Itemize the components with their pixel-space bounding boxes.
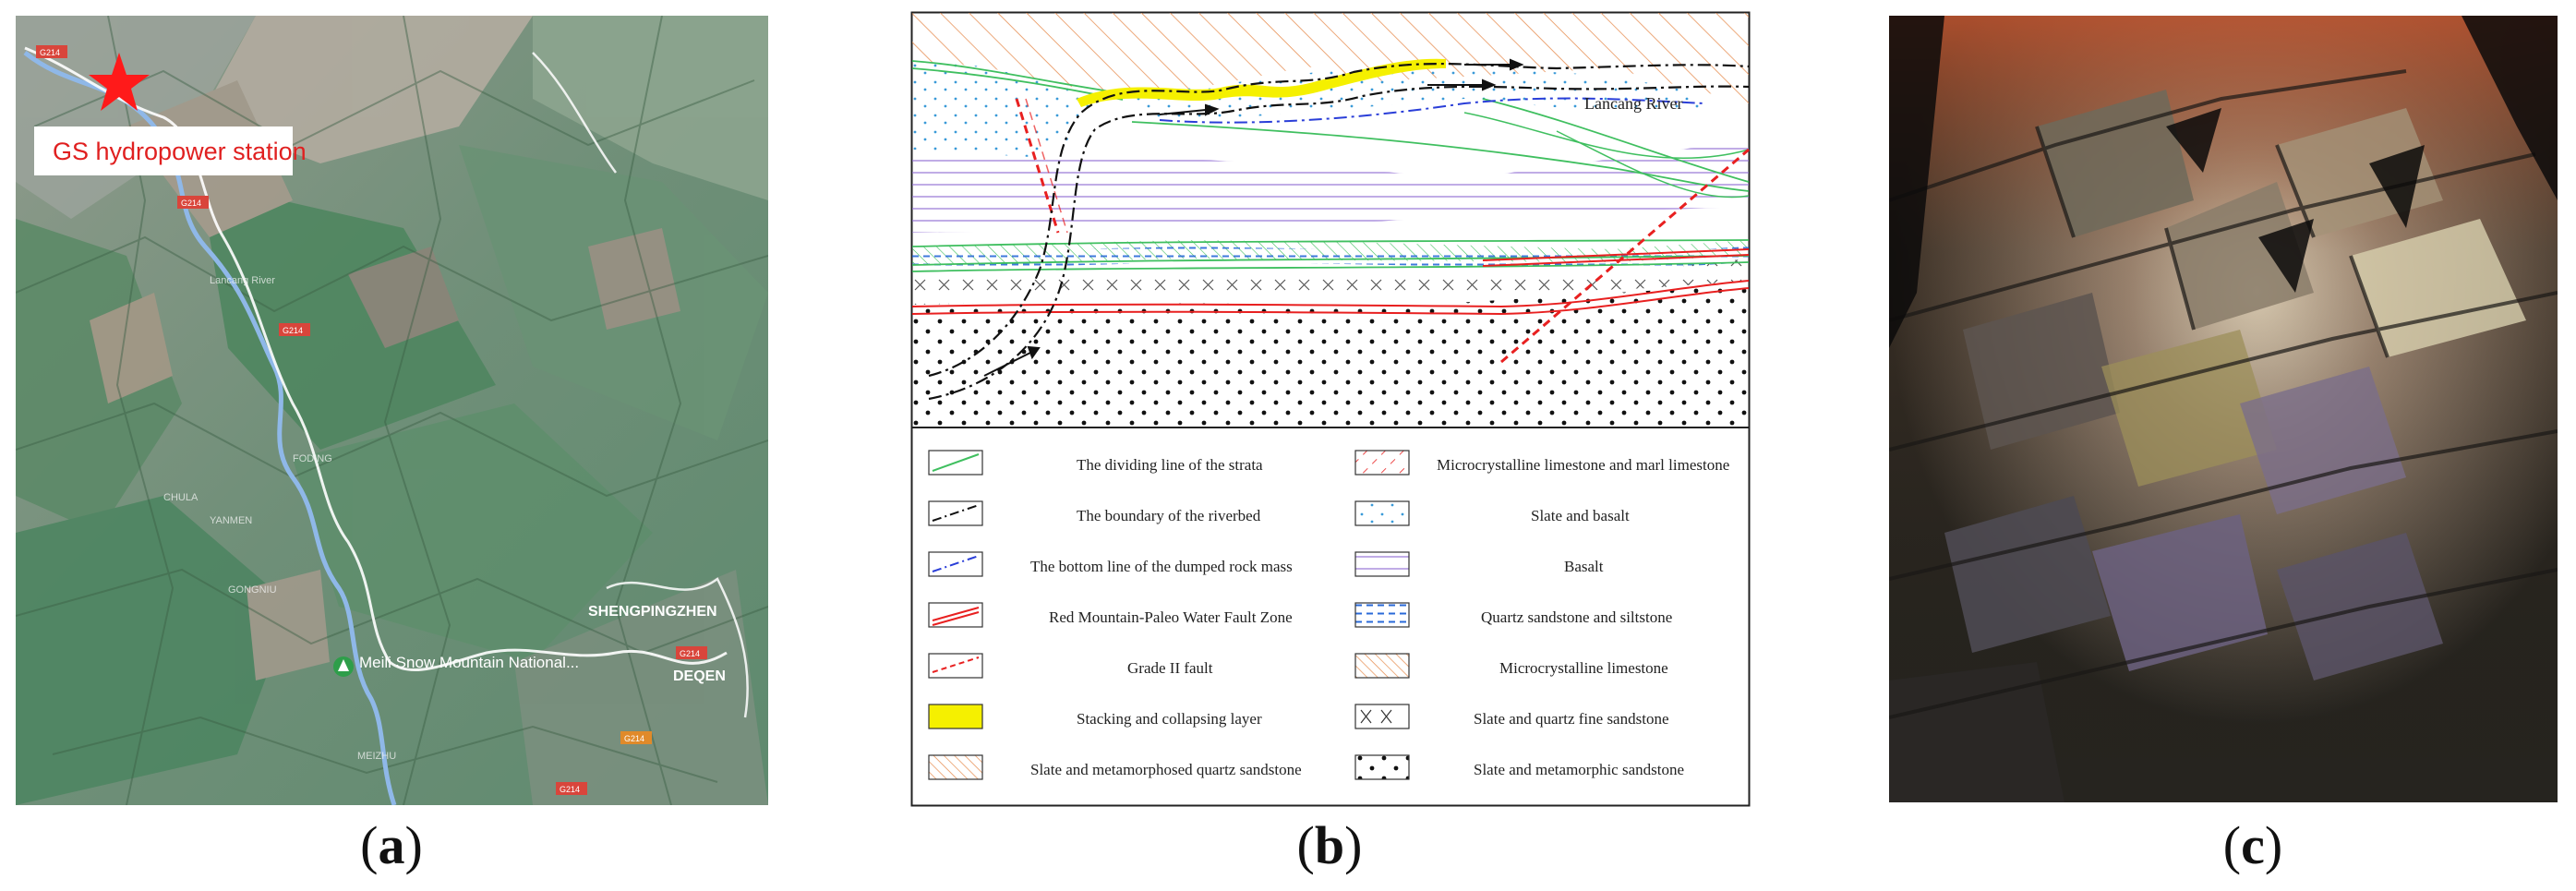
station-label-box	[34, 126, 293, 175]
park-marker: Meili Snow Mountain National...	[333, 654, 579, 677]
legend-swatch-yellow-fill	[928, 704, 983, 729]
legend-label: Stacking and collapsing layer	[1077, 710, 1262, 728]
legend-label: Slate and metamorphic sandstone	[1474, 761, 1684, 778]
legend-label: Grade II fault	[1127, 659, 1213, 677]
panel-a-map: G214 G214 G214 G214 G214 G214 Lancang Ri…	[15, 15, 769, 806]
svg-text:G214: G214	[283, 326, 303, 335]
legend-label: Slate and basalt	[1531, 507, 1630, 524]
caption-a: (a)	[360, 815, 423, 875]
svg-text:Lancang River: Lancang River	[210, 275, 275, 286]
svg-text:FODING: FODING	[293, 453, 332, 464]
svg-text:G214: G214	[560, 785, 580, 794]
river-label: Lancang River	[1584, 94, 1682, 113]
terrain-ridges	[16, 16, 768, 805]
legend-swatch-orange-hatch	[928, 754, 983, 780]
legend-swatch-red-dash-hatch	[1354, 450, 1410, 476]
svg-text:G214: G214	[624, 734, 644, 743]
legend-label: Red Mountain-Paleo Water Fault Zone	[1049, 608, 1293, 626]
legend-label: The bottom line of the dumped rock mass	[1030, 558, 1293, 575]
legend-label: Quartz sandstone and siltstone	[1481, 608, 1672, 626]
legend-label: Slate and quartz fine sandstone	[1474, 710, 1669, 728]
rock-outcrop-photo	[1888, 16, 2558, 802]
svg-text:G214: G214	[680, 649, 700, 658]
svg-text:G214: G214	[181, 199, 201, 208]
legend-label: Microcrystalline limestone	[1499, 659, 1668, 677]
svg-text:MEIZHU: MEIZHU	[357, 751, 396, 762]
legend-swatch-blue-dashes	[1354, 602, 1410, 628]
town-label: SHENGPINGZHEN	[588, 604, 717, 620]
rock-slabs	[1889, 90, 2526, 802]
legend-swatch-blue-dots	[1354, 500, 1410, 526]
road-branch	[532, 52, 749, 718]
legend-swatch-orange-dense-hatch	[1354, 653, 1410, 679]
legend-swatch-green-line	[928, 450, 983, 476]
legend-swatch-black-dots	[1354, 754, 1410, 780]
legend-label: The boundary of the riverbed	[1077, 507, 1261, 524]
legend-swatch-dashdot-black	[928, 500, 983, 526]
legend-label: Microcrystalline limestone and marl lime…	[1437, 456, 1729, 474]
legend-swatch-purple-lines	[1354, 551, 1410, 577]
legend-swatch-cross-hatch	[1354, 704, 1410, 729]
svg-text:G214: G214	[40, 48, 60, 57]
panel-b-geologic-section: Lancang River	[910, 11, 1751, 807]
terrain-map: G214 G214 G214 G214 G214 G214 Lancang Ri…	[15, 15, 769, 806]
faint-map-labels: Lancang River FODING YANMEN CHULA GONGNI…	[163, 275, 396, 762]
star-marker-icon	[89, 53, 150, 111]
caption-c: (c)	[2222, 815, 2283, 875]
station-label: GS hydropower station	[53, 138, 307, 165]
strata-section: Lancang River	[911, 13, 1750, 427]
legend-swatch-red-double	[928, 602, 983, 628]
svg-text:CHULA: CHULA	[163, 492, 199, 503]
town-label-2: DEQEN	[673, 668, 726, 684]
legend-label: The dividing line of the strata	[1077, 456, 1263, 474]
legend-label: Basalt	[1564, 558, 1604, 575]
caption-b: (b)	[1296, 815, 1363, 875]
svg-text:YANMEN: YANMEN	[210, 515, 252, 526]
legend: The dividing line of the strata The boun…	[928, 450, 1729, 780]
legend-label: Slate and metamorphosed quartz sandstone	[1030, 761, 1302, 778]
road-badges: G214 G214 G214 G214 G214 G214	[36, 45, 707, 795]
legend-swatch-dashdot-blue	[928, 551, 983, 577]
geologic-section: Lancang River	[910, 11, 1751, 807]
panel-c-rock-photo	[1888, 16, 2558, 802]
svg-text:GONGNIU: GONGNIU	[228, 584, 277, 596]
legend-swatch-red-dashed	[928, 653, 983, 679]
park-label: Meili Snow Mountain National...	[359, 654, 579, 671]
dark-crevices	[1889, 16, 2558, 348]
